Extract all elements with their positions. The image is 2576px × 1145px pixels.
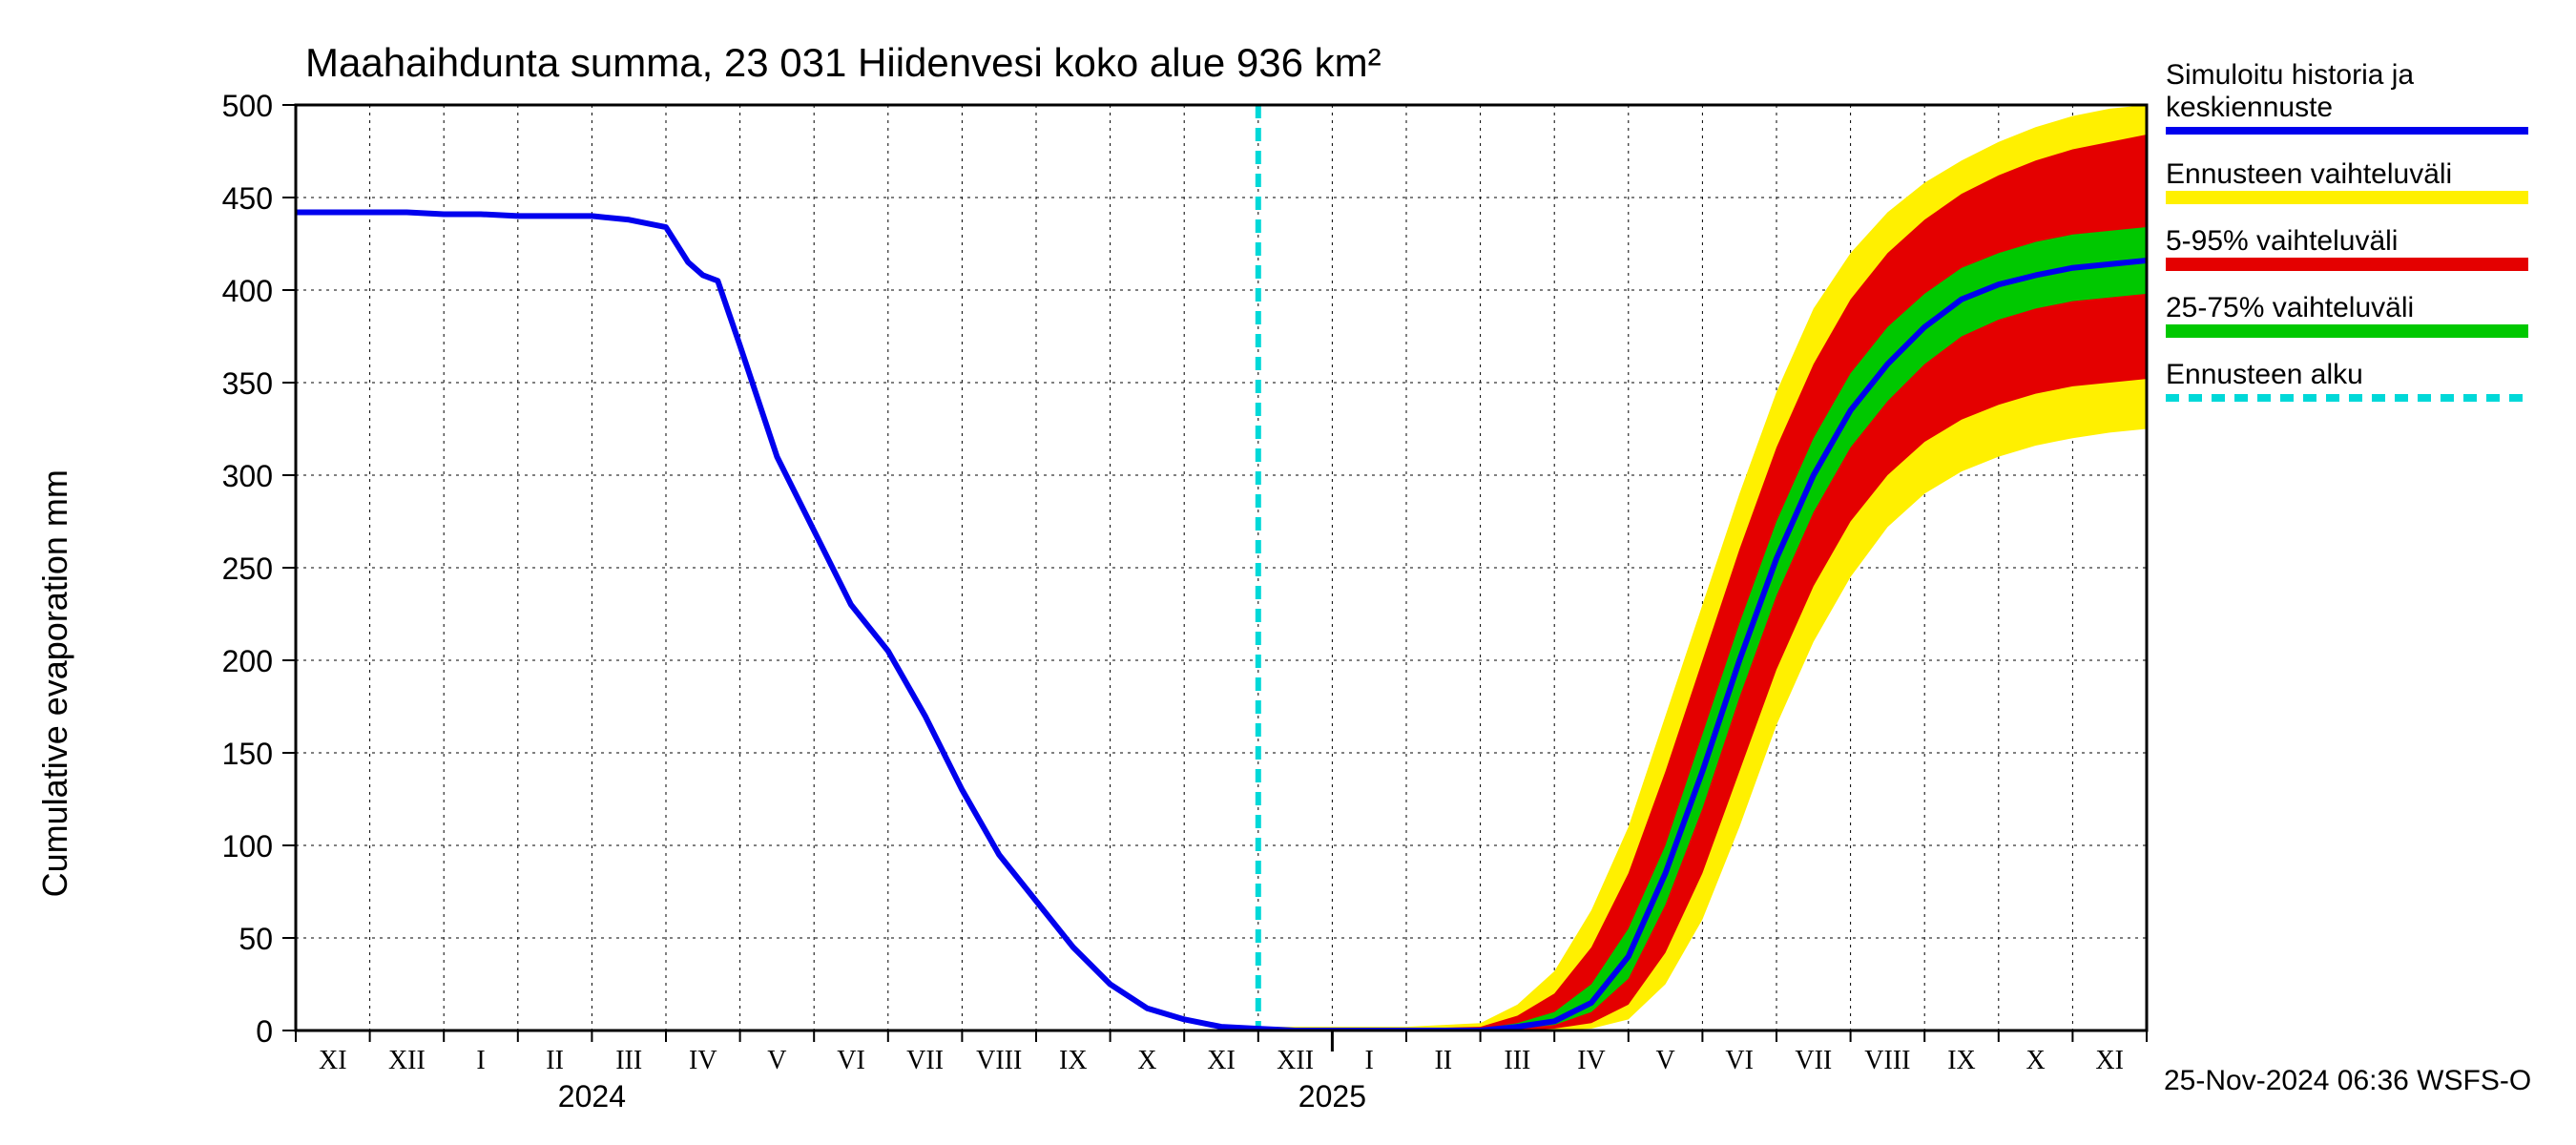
chart-footer: 25-Nov-2024 06:36 WSFS-O — [2164, 1065, 2531, 1096]
month-label: X — [1137, 1046, 1156, 1075]
month-label: I — [476, 1046, 485, 1075]
month-label: IX — [1059, 1046, 1088, 1075]
legend-label: Ennusteen alku — [2166, 359, 2363, 390]
y-tick-label: 350 — [222, 366, 273, 401]
year-label: 2025 — [1298, 1079, 1366, 1114]
y-tick-label: 0 — [256, 1014, 273, 1049]
month-label: III — [615, 1046, 642, 1075]
y-tick-label: 500 — [222, 89, 273, 123]
month-label: VI — [1725, 1046, 1754, 1075]
year-label: 2024 — [558, 1079, 626, 1114]
month-label: VIII — [976, 1046, 1022, 1075]
month-label: VI — [837, 1046, 865, 1075]
legend-label: 25-75% vaihteluväli — [2166, 292, 2414, 323]
month-label: V — [1655, 1046, 1674, 1075]
month-label: II — [546, 1046, 564, 1075]
chart-title: Maahaihdunta summa, 23 031 Hiidenvesi ko… — [305, 40, 1381, 85]
month-label: IX — [1947, 1046, 1976, 1075]
month-label: XI — [1207, 1046, 1236, 1075]
month-label: VII — [906, 1046, 944, 1075]
month-label: IV — [1577, 1046, 1606, 1075]
legend-swatch — [2166, 324, 2528, 338]
month-label: III — [1504, 1046, 1530, 1075]
chart-svg: Maahaihdunta summa, 23 031 Hiidenvesi ko… — [0, 0, 2576, 1145]
month-label: V — [767, 1046, 786, 1075]
y-axis-label: Cumulative evaporation mm — [35, 469, 74, 897]
y-tick-label: 150 — [222, 737, 273, 771]
y-tick-label: 250 — [222, 552, 273, 586]
legend-label: 5-95% vaihteluväli — [2166, 225, 2398, 257]
y-tick-label: 200 — [222, 644, 273, 678]
month-label: I — [1365, 1046, 1374, 1075]
month-label: VII — [1795, 1046, 1832, 1075]
y-tick-label: 450 — [222, 181, 273, 216]
month-label: XI — [319, 1046, 347, 1075]
month-label: X — [2025, 1046, 2045, 1075]
legend-swatch — [2166, 258, 2528, 271]
month-label: VIII — [1864, 1046, 1910, 1075]
month-label: IV — [689, 1046, 717, 1075]
month-label: XII — [1277, 1046, 1314, 1075]
legend-label: Simuloitu historia ja — [2166, 59, 2414, 91]
y-tick-label: 50 — [239, 922, 273, 956]
y-tick-label: 300 — [222, 459, 273, 493]
y-tick-label: 400 — [222, 274, 273, 308]
month-label: XI — [2095, 1046, 2124, 1075]
chart-container: Maahaihdunta summa, 23 031 Hiidenvesi ko… — [0, 0, 2576, 1145]
legend-label: keskiennuste — [2166, 92, 2333, 123]
legend-label: Ennusteen vaihteluväli — [2166, 158, 2452, 190]
legend-swatch — [2166, 191, 2528, 204]
month-label: II — [1434, 1046, 1452, 1075]
month-label: XII — [388, 1046, 426, 1075]
y-tick-label: 100 — [222, 829, 273, 864]
